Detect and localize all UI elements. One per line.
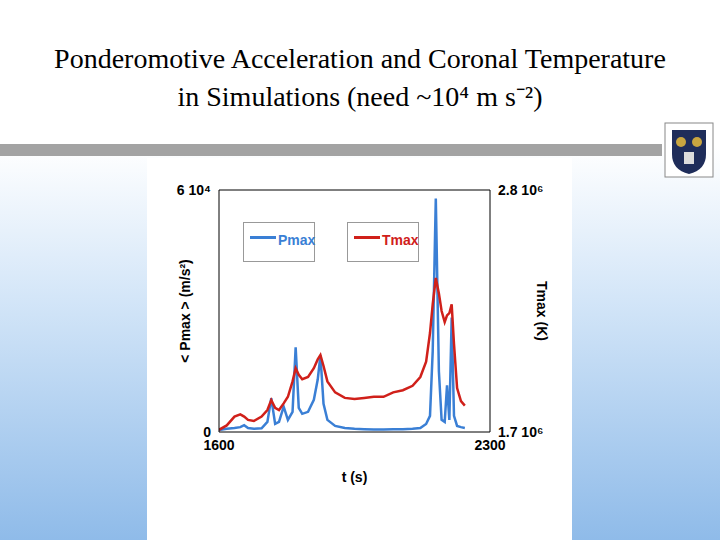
svg-text:2300: 2300 <box>474 436 506 453</box>
svg-text:1.7 10⁶: 1.7 10⁶ <box>498 424 543 440</box>
svg-text:< Pmax > (m/s²): < Pmax > (m/s²) <box>177 259 193 363</box>
svg-text:0: 0 <box>203 424 211 440</box>
svg-text:Tmax (K): Tmax (K) <box>534 281 550 341</box>
html-text:Pmax: Pmax <box>278 232 316 248</box>
html-text:Ponderomotive Acceleration and: Ponderomotive Acceleration and Coronal T… <box>54 43 666 112</box>
html-text:Tmax: Tmax <box>382 232 419 248</box>
svg-text:t (s): t (s) <box>342 469 368 485</box>
svg-text:6 10⁴: 6 10⁴ <box>177 182 211 198</box>
svg-text:1600: 1600 <box>203 436 235 453</box>
svg-text:2.8 10⁶: 2.8 10⁶ <box>498 182 543 198</box>
